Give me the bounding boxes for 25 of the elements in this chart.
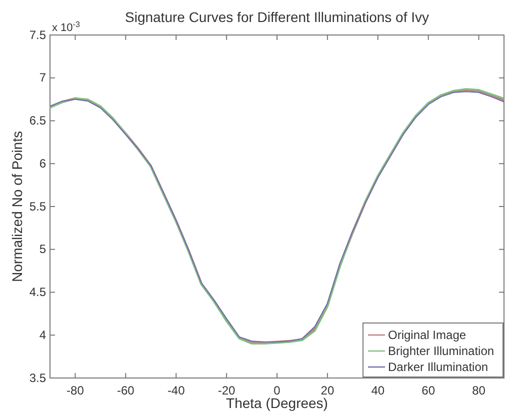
x-tick-label: 80 — [472, 384, 486, 398]
y-tick-label: 3.5 — [29, 370, 46, 385]
y-tick-label: 4 — [39, 328, 46, 342]
y-tick-label: 4.5 — [29, 285, 46, 300]
y-tick-label: 6.5 — [29, 114, 46, 128]
legend-label: Brighter Illumination — [388, 344, 494, 358]
chart-title: Signature Curves for Different Illuminations of Ivy — [125, 9, 429, 25]
x-tick-label: -80 — [66, 384, 84, 398]
y-axis-title: Normalized No of Points — [9, 131, 25, 282]
x-tick-label: -20 — [218, 384, 236, 398]
x-tick-label: 0 — [274, 384, 281, 398]
legend-label: Darker Illumination — [388, 360, 488, 374]
x-tick-label: 60 — [422, 384, 436, 398]
x-tick-label: 20 — [320, 384, 334, 398]
x-tick-label: -40 — [167, 384, 186, 398]
y-tick-label: 7.5 — [29, 28, 46, 42]
x-tick-label: 40 — [371, 384, 385, 398]
y-tick-label: 7 — [39, 70, 46, 85]
x-tick-label: -60 — [116, 384, 135, 398]
y-tick-label: 5 — [39, 242, 46, 256]
legend-label: Original Image — [388, 328, 466, 342]
text: x 10$^{-3}$ — [52, 20, 80, 34]
y-tick-label: 6 — [39, 156, 46, 170]
y-tick-label: 5.5 — [29, 199, 46, 214]
x-axis-title: Theta (Degrees) — [226, 395, 328, 411]
